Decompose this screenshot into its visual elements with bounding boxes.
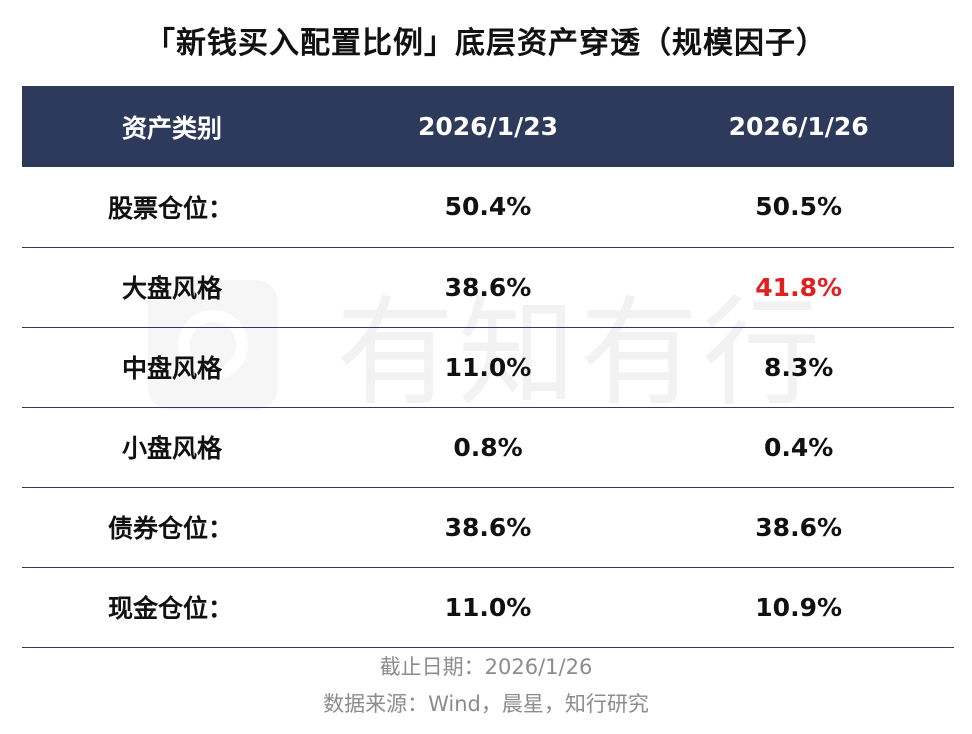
row-label-stock: 股票仓位： bbox=[108, 193, 234, 223]
table-row: 股票仓位： 50.4% 50.5% bbox=[22, 167, 954, 247]
cell-value: 0.4% bbox=[763, 432, 834, 462]
row-label-bond: 债券仓位： bbox=[108, 514, 234, 543]
cell-value: 11.0% bbox=[444, 352, 532, 382]
header-date-2: 2026/1/26 bbox=[728, 112, 869, 141]
cell-value: 38.6% bbox=[444, 272, 532, 302]
table-row: 小盘风格 0.8% 0.4% bbox=[22, 407, 954, 487]
table-header: 资产类别 2026/1/23 2026/1/26 bbox=[22, 86, 954, 167]
cell-value: 10.9% bbox=[755, 592, 843, 622]
table-row: 债券仓位： 38.6% 38.6% bbox=[22, 487, 954, 567]
header-row: 资产类别 2026/1/23 2026/1/26 bbox=[22, 86, 954, 167]
header-date-1: 2026/1/23 bbox=[417, 112, 558, 141]
cell-value: 50.5% bbox=[755, 192, 843, 222]
row-label-large-cap: 大盘风格 bbox=[122, 274, 223, 303]
table-row: 现金仓位： 11.0% 10.9% bbox=[22, 567, 954, 647]
cell-value: 11.0% bbox=[444, 592, 532, 622]
cell-value: 38.6% bbox=[755, 512, 843, 542]
cell-value: 8.3% bbox=[763, 352, 834, 382]
cutoff-date-note: 截止日期：2026/1/26 bbox=[379, 655, 593, 679]
cell-value: 0.8% bbox=[453, 432, 523, 462]
table-row: 大盘风格 38.6% 41.8% bbox=[22, 247, 954, 327]
row-label-mid-cap: 中盘风格 bbox=[122, 354, 223, 383]
row-label-small-cap: 小盘风格 bbox=[122, 434, 223, 463]
row-label-cash: 现金仓位： bbox=[108, 594, 234, 623]
cell-value: 50.4% bbox=[444, 192, 532, 222]
cell-value: 38.6% bbox=[444, 512, 532, 542]
table-body: 股票仓位： 50.4% 50.5% 大盘风格 38.6% 41.8% 中盘风格 … bbox=[22, 167, 954, 647]
header-category: 资产类别 bbox=[122, 113, 223, 143]
table-row: 中盘风格 11.0% 8.3% bbox=[22, 327, 954, 407]
allocation-table: 资产类别 2026/1/23 2026/1/26 股票仓位： 50.4% 50.… bbox=[22, 86, 954, 648]
cell-value-highlighted: 41.8% bbox=[755, 272, 843, 302]
chart-title: 「新钱买入配置比例」底层资产穿透（规模因子） bbox=[145, 26, 827, 61]
data-source-note: 数据来源：Wind，晨星，知行研究 bbox=[323, 692, 649, 716]
